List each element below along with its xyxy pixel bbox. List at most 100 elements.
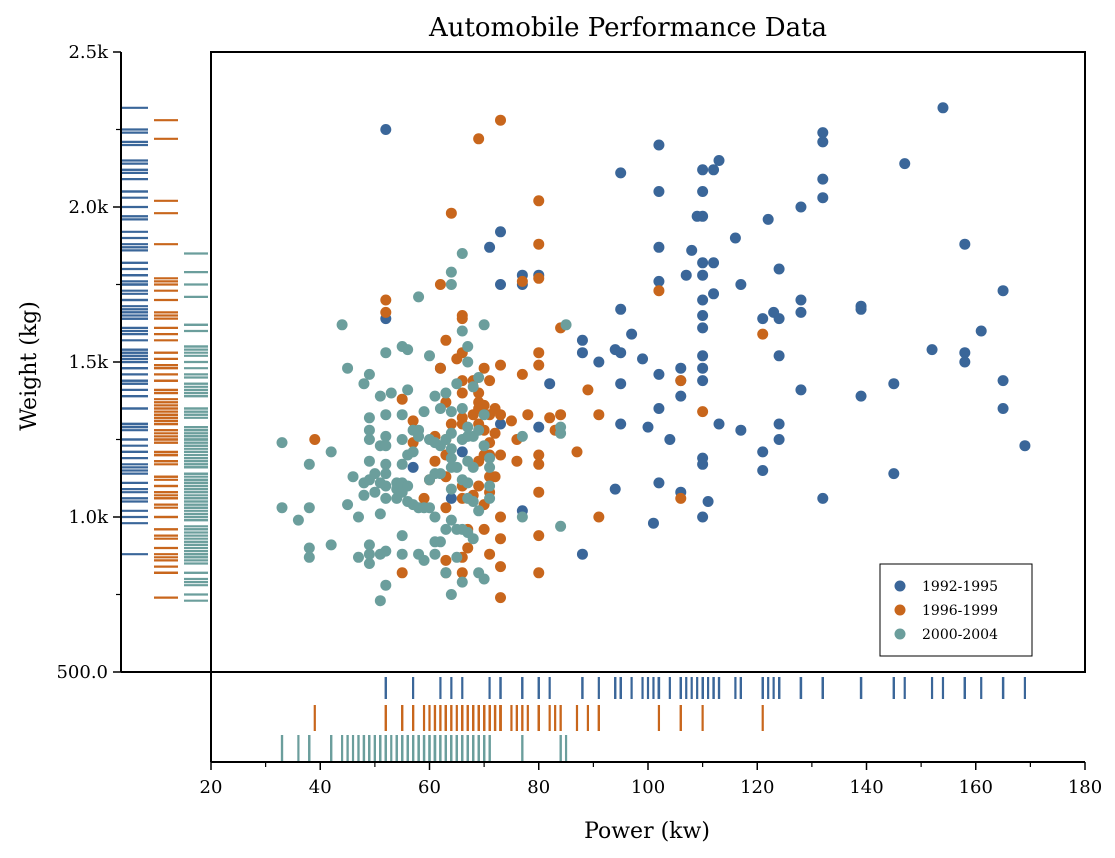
x-axis-title: Power (kw) [584, 819, 710, 844]
data-point [544, 412, 556, 424]
data-point [686, 244, 698, 256]
data-point [697, 164, 709, 176]
data-point [653, 275, 665, 287]
data-point [495, 533, 507, 545]
data-point [456, 567, 468, 579]
data-point [1019, 440, 1031, 452]
data-point [795, 201, 807, 213]
data-point [456, 446, 468, 458]
data-point [555, 520, 567, 532]
data-point [533, 347, 545, 359]
data-point [713, 155, 725, 166]
data-point [434, 362, 446, 374]
data-point [352, 551, 364, 563]
data-point [729, 232, 741, 244]
data-point [336, 319, 348, 331]
data-point [571, 446, 583, 458]
data-point [495, 279, 507, 290]
data-point [325, 446, 337, 458]
data-point [380, 430, 392, 442]
data-point [347, 471, 359, 483]
data-point [757, 328, 769, 340]
data-point [292, 514, 304, 526]
data-point [456, 313, 468, 325]
data-point [467, 381, 479, 393]
x-tick-label: 120 [740, 777, 774, 798]
data-point [593, 511, 605, 523]
data-point [576, 347, 588, 359]
data-point [445, 483, 457, 495]
data-point [276, 502, 288, 514]
data-point [795, 294, 807, 306]
data-point [495, 592, 507, 604]
legend-marker [894, 628, 906, 640]
data-point [473, 372, 485, 383]
data-point [434, 279, 446, 290]
data-point [653, 403, 665, 414]
y-tick-label: 2.5k [68, 42, 109, 63]
data-point [997, 375, 1009, 387]
data-point [926, 344, 938, 356]
data-point [615, 418, 627, 430]
data-point [445, 207, 457, 219]
data-point [440, 334, 452, 346]
data-point [456, 248, 468, 259]
data-point [708, 257, 720, 269]
data-point [456, 403, 468, 414]
data-point [445, 406, 457, 418]
data-point [380, 492, 392, 504]
data-point [445, 452, 457, 464]
data-point [429, 548, 441, 560]
data-point [817, 136, 829, 148]
data-point [855, 390, 867, 402]
x-tick-label: 20 [200, 777, 223, 798]
data-point [653, 477, 665, 489]
y-tick-label: 2.0k [68, 197, 109, 218]
legend-marker [894, 604, 906, 616]
data-point [495, 114, 507, 126]
data-point [773, 434, 785, 445]
legend-marker [894, 580, 906, 592]
data-point [445, 279, 457, 290]
data-point [303, 551, 315, 563]
data-point [533, 272, 545, 284]
data-point [440, 554, 452, 566]
x-tick-label: 180 [1068, 777, 1102, 798]
data-point [533, 359, 545, 371]
data-point [380, 347, 392, 359]
y-tick-label: 1.0k [68, 507, 109, 528]
data-point [396, 530, 408, 542]
data-point [445, 427, 457, 439]
data-point [358, 378, 370, 390]
y-axis-title: Weight (kg) [17, 301, 42, 431]
data-point [817, 192, 829, 204]
x-tick-label: 80 [527, 777, 550, 798]
x-ticks: 20 40 60 80 100 120 140 160 180 [200, 762, 1102, 798]
data-point [385, 387, 397, 399]
data-point [533, 421, 545, 433]
data-point [303, 542, 315, 554]
data-point [413, 430, 425, 442]
data-point [407, 415, 419, 427]
data-point [396, 567, 408, 579]
data-point [653, 186, 665, 197]
data-point [708, 164, 720, 176]
data-point [363, 548, 375, 560]
data-point [642, 421, 654, 433]
data-point [495, 226, 507, 238]
data-point [637, 353, 649, 365]
data-point [653, 285, 665, 297]
data-point [309, 434, 321, 445]
data-point [434, 468, 446, 480]
data-point [516, 511, 528, 523]
data-point [363, 558, 375, 569]
data-point [997, 403, 1009, 414]
data-point [380, 124, 392, 135]
data-point [462, 421, 474, 433]
data-point [555, 427, 567, 439]
data-point [675, 375, 687, 387]
legend: 1992-1995 1996-1999 2000-2004 [879, 563, 1033, 657]
data-point [615, 347, 627, 359]
data-point [451, 551, 463, 563]
